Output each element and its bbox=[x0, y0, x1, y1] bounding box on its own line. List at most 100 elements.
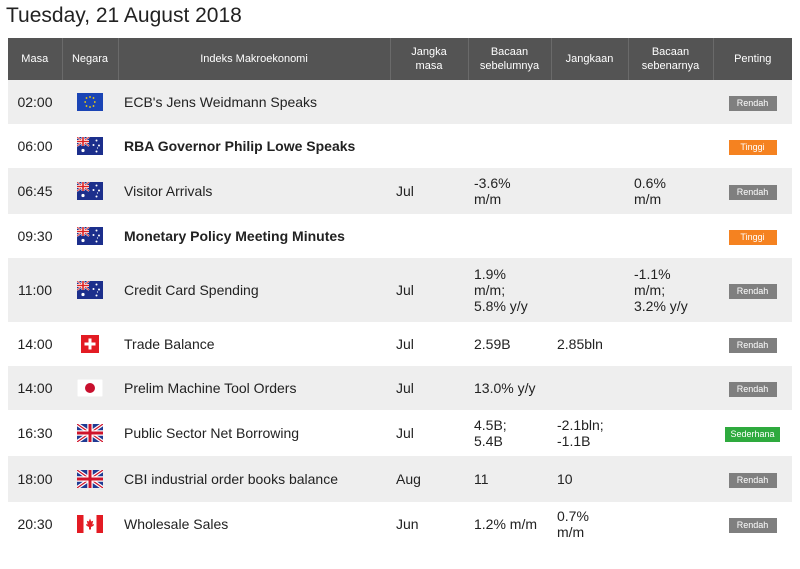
row-previous: 2.59B bbox=[468, 322, 551, 366]
time-text: 14:00 bbox=[17, 380, 53, 396]
row-period: Aug bbox=[390, 456, 468, 502]
event-name: Credit Card Spending bbox=[124, 282, 259, 298]
period-text: Jul bbox=[396, 425, 414, 441]
row-previous: 1.9% m/m; 5.8% y/y bbox=[468, 258, 551, 322]
row-previous: 1.2% m/m bbox=[468, 502, 551, 546]
time-text: 20:30 bbox=[17, 516, 53, 532]
header-previous: Bacaan sebelumnya bbox=[468, 38, 552, 80]
importance-badge: Rendah bbox=[728, 518, 777, 533]
event-name: RBA Governor Philip Lowe Speaks bbox=[124, 138, 356, 154]
importance-badge: Rendah bbox=[728, 284, 777, 299]
row-actual bbox=[628, 80, 713, 124]
row-forecast bbox=[551, 258, 628, 322]
row-country bbox=[62, 124, 118, 168]
header-time: Masa bbox=[8, 38, 63, 80]
au-flag-icon bbox=[77, 137, 103, 156]
row-time: 02:00 bbox=[8, 80, 62, 124]
row-forecast: 0.7% m/m bbox=[551, 502, 628, 546]
row-forecast: 10 bbox=[551, 456, 628, 502]
row-actual bbox=[628, 410, 713, 456]
row-period bbox=[390, 214, 468, 258]
row-event: Monetary Policy Meeting Minutes bbox=[118, 214, 390, 258]
row-actual bbox=[628, 366, 713, 410]
row-time: 06:45 bbox=[8, 168, 62, 214]
header-period: Jangka masa bbox=[390, 38, 469, 80]
event-name: Wholesale Sales bbox=[124, 516, 229, 532]
importance-badge: Rendah bbox=[728, 338, 777, 353]
row-event: Visitor Arrivals bbox=[118, 168, 390, 214]
table-row: 14:00 Trade Balance Jul 2.59B 2.85bln Rendah bbox=[8, 322, 792, 366]
previous-value: m/m; bbox=[474, 282, 506, 298]
time-text: 16:30 bbox=[17, 425, 53, 441]
row-country bbox=[62, 214, 118, 258]
time-text: 14:00 bbox=[17, 336, 53, 352]
au-flag-icon bbox=[77, 182, 103, 201]
forecast-value: -1.1B bbox=[557, 433, 591, 449]
importance-badge: Tinggi bbox=[728, 140, 777, 155]
header-indicator: Indeks Makroekonomi bbox=[118, 38, 391, 80]
previous-value: 5.4B bbox=[474, 433, 503, 449]
row-time: 06:00 bbox=[8, 124, 62, 168]
period-text: Aug bbox=[396, 471, 421, 487]
importance-badge: Sederhana bbox=[725, 427, 780, 442]
row-event: Credit Card Spending bbox=[118, 258, 390, 322]
previous-value: 1.2% m/m bbox=[474, 516, 538, 532]
forecast-value: 0.7% bbox=[557, 508, 589, 524]
table-row: 02:00 ECB's Jens Weidmann Speaks Rendah bbox=[8, 80, 792, 124]
row-period: Jun bbox=[390, 502, 468, 546]
row-country bbox=[62, 366, 118, 410]
time-text: 11:00 bbox=[18, 282, 52, 298]
previous-value: 1.9% bbox=[474, 266, 506, 282]
event-name: CBI industrial order books balance bbox=[124, 471, 339, 487]
au-flag-icon bbox=[77, 281, 103, 300]
row-event: Trade Balance bbox=[118, 322, 390, 366]
row-actual: -1.1% m/m; 3.2% y/y bbox=[628, 258, 713, 322]
row-time: 11:00 bbox=[8, 258, 62, 322]
period-text: Jul bbox=[396, 183, 414, 199]
row-previous bbox=[468, 214, 551, 258]
period-text: Jul bbox=[396, 380, 414, 396]
row-importance: Rendah bbox=[713, 502, 792, 546]
row-event: RBA Governor Philip Lowe Speaks bbox=[118, 124, 390, 168]
event-name: Prelim Machine Tool Orders bbox=[124, 380, 297, 396]
row-forecast bbox=[551, 124, 628, 168]
time-text: 06:00 bbox=[17, 138, 53, 154]
actual-value: m/m; bbox=[634, 282, 666, 298]
row-importance: Rendah bbox=[713, 258, 792, 322]
row-country bbox=[62, 410, 118, 456]
row-period: Jul bbox=[390, 322, 468, 366]
actual-value: -1.1% bbox=[634, 266, 671, 282]
row-forecast bbox=[551, 214, 628, 258]
table-row: 09:30 Monetary Policy Meeting Minutes Ting… bbox=[8, 214, 792, 258]
row-previous: 13.0% y/y bbox=[468, 366, 551, 410]
row-time: 14:00 bbox=[8, 322, 62, 366]
table-row: 14:00 Prelim Machine Tool Orders Jul 13.0% … bbox=[8, 366, 792, 410]
time-text: 18:00 bbox=[17, 471, 53, 487]
time-text: 06:45 bbox=[17, 183, 53, 199]
row-event: CBI industrial order books balance bbox=[118, 456, 390, 502]
actual-value: 0.6% bbox=[634, 175, 666, 191]
row-period: Jul bbox=[390, 410, 468, 456]
previous-value: 5.8% y/y bbox=[474, 298, 528, 314]
importance-badge: Tinggi bbox=[728, 230, 777, 245]
row-previous: -3.6% m/m bbox=[468, 168, 551, 214]
table-row: 16:30 Public Sector Net Borrowing Jul 4.5B;… bbox=[8, 410, 792, 456]
event-name: ECB's Jens Weidmann Speaks bbox=[124, 94, 318, 110]
row-period: Jul bbox=[390, 168, 468, 214]
row-country bbox=[62, 168, 118, 214]
row-country bbox=[62, 322, 118, 366]
event-name: Public Sector Net Borrowing bbox=[124, 425, 300, 441]
row-actual bbox=[628, 214, 713, 258]
row-time: 18:00 bbox=[8, 456, 62, 502]
uk-flag-icon bbox=[77, 470, 103, 489]
row-period: Jul bbox=[390, 258, 468, 322]
time-text: 02:00 bbox=[17, 94, 53, 110]
header-forecast: Jangkaan bbox=[551, 38, 629, 80]
row-country bbox=[62, 258, 118, 322]
row-time: 20:30 bbox=[8, 502, 62, 546]
event-name: Monetary Policy Meeting Minutes bbox=[124, 228, 345, 244]
row-importance: Rendah bbox=[713, 456, 792, 502]
row-period: Jul bbox=[390, 366, 468, 410]
row-importance: Rendah bbox=[713, 80, 792, 124]
table-header-row: Masa Negara Indeks Makroekonomi Jangka ma… bbox=[8, 38, 792, 80]
